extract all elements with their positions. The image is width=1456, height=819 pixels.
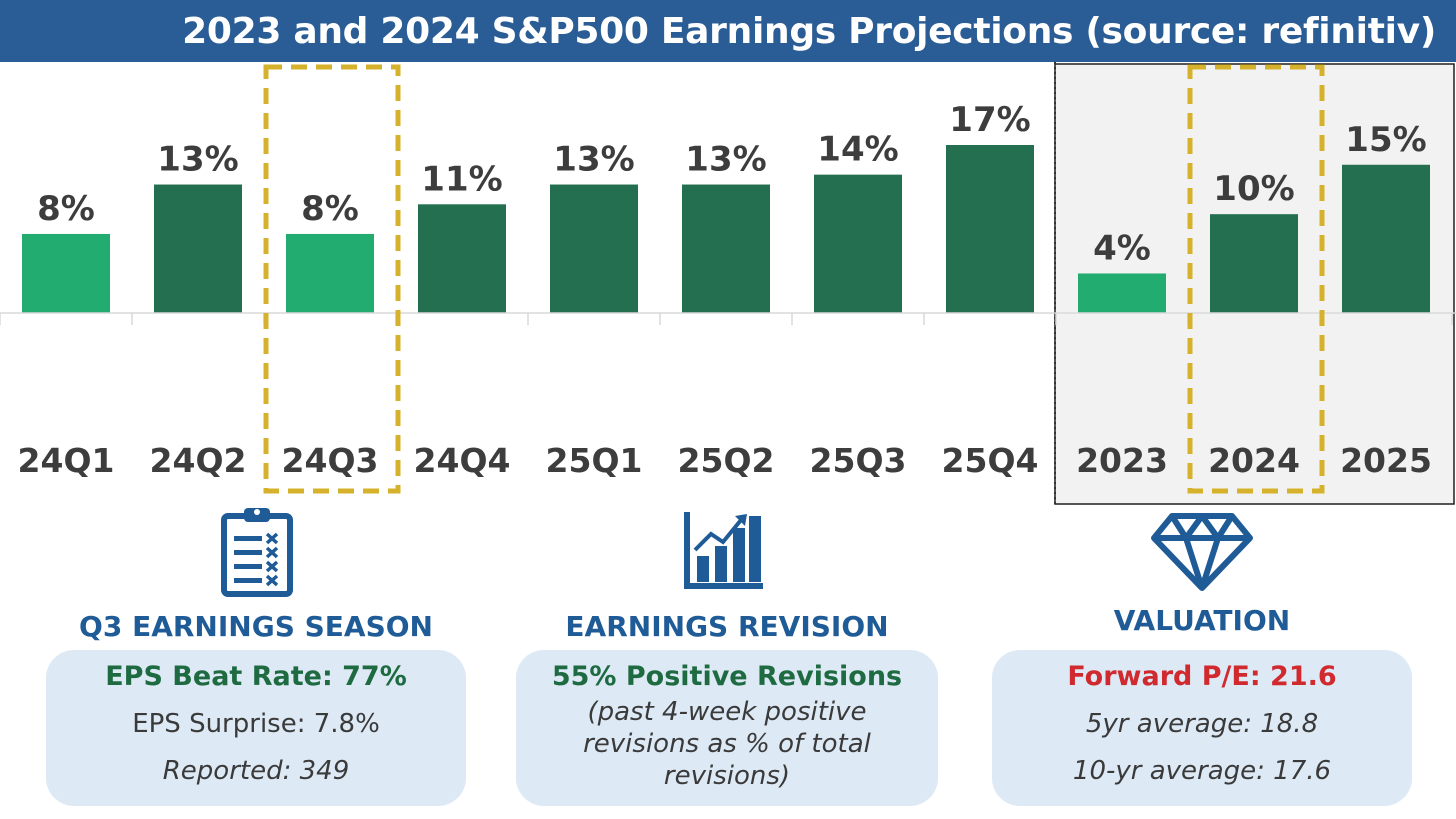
bar-2023 (1078, 273, 1166, 313)
eps-beat-rate: EPS Beat Rate: 77% (105, 661, 407, 692)
revision-note-line1: (past 4-week positive (587, 697, 867, 727)
revision-note-line2: revisions as % of total (583, 729, 871, 759)
value-label-24q4: 11% (421, 159, 502, 199)
page-title: 2023 and 2024 S&P500 Earnings Projection… (182, 11, 1436, 52)
highlight-box-24q3 (263, 64, 401, 494)
value-label-2025: 15% (1345, 120, 1426, 160)
value-label-2023: 4% (1093, 228, 1151, 268)
bar-25q2 (682, 184, 770, 313)
bar-25q1 (550, 184, 638, 313)
revision-note-line3: revisions) (663, 761, 791, 791)
value-label-24q3: 8% (301, 189, 359, 229)
highlight-layer (263, 64, 1325, 494)
category-label-2025: 2025 (1340, 441, 1432, 480)
ten-year-average: 10-yr average: 17.6 (1072, 756, 1332, 786)
diamond-icon (1151, 513, 1253, 591)
bar-2024 (1210, 214, 1298, 313)
earnings-growth-chart: 8% 24Q1 13% 24Q2 8% 24Q3 11% 24Q4 13% 25Q1 13% 25Q2… (0, 62, 1456, 505)
growth-chart-icon (684, 512, 763, 589)
bar-25q3 (814, 174, 902, 313)
value-label-25q3: 14% (817, 130, 898, 170)
bar-24q1 (22, 233, 110, 313)
category-label-25q2: 25Q2 (678, 441, 775, 480)
category-label-24q3: 24Q3 (282, 441, 379, 480)
category-label-2023: 2023 (1076, 441, 1168, 480)
category-label-25q4: 25Q4 (942, 441, 1039, 480)
bar-24q3 (286, 233, 374, 313)
value-label-25q1: 13% (553, 140, 634, 180)
reported-count: Reported: 349 (162, 756, 350, 786)
positive-revisions: 55% Positive Revisions (551, 661, 903, 692)
value-label-24q2: 13% (157, 140, 238, 180)
value-label-25q2: 13% (685, 140, 766, 180)
five-year-average: 5yr average: 18.8 (1085, 709, 1319, 739)
labels-layer: 8% 24Q1 13% 24Q2 8% 24Q3 11% 24Q4 13% 25Q1 13% 25Q2… (18, 100, 1432, 480)
bar-25q4 (946, 145, 1034, 313)
highlight-box-2024 (1187, 64, 1325, 494)
category-label-2024: 2024 (1208, 441, 1300, 480)
bars-layer (22, 145, 1430, 313)
clipboard-checklist-icon (221, 508, 293, 597)
category-label-25q1: 25Q1 (546, 441, 643, 480)
value-label-24q1: 8% (37, 189, 95, 229)
eps-surprise: EPS Surprise: 7.8% (132, 709, 380, 739)
category-label-25q3: 25Q3 (810, 441, 907, 480)
value-label-25q4: 17% (949, 100, 1030, 140)
value-label-2024: 10% (1213, 169, 1294, 209)
title-bar: 2023 and 2024 S&P500 Earnings Projection… (0, 0, 1456, 62)
section-title-q3: Q3 EARNINGS SEASON (79, 610, 433, 643)
bar-24q4 (418, 204, 506, 313)
section-title-valuation: VALUATION (1113, 604, 1291, 637)
bar-2025 (1342, 164, 1430, 313)
section-title-revision: EARNINGS REVISION (565, 610, 889, 643)
q3-earnings-panel: EPS Beat Rate: 77% EPS Surprise: 7.8% Re… (46, 650, 466, 806)
forward-pe: Forward P/E: 21.6 (1067, 661, 1337, 692)
category-label-24q2: 24Q2 (150, 441, 247, 480)
category-label-24q1: 24Q1 (18, 441, 115, 480)
category-label-24q4: 24Q4 (414, 441, 511, 480)
earnings-revision-panel: 55% Positive Revisions (past 4-week posi… (516, 650, 938, 806)
bar-24q2 (154, 184, 242, 313)
valuation-panel: Forward P/E: 21.6 5yr average: 18.8 10-y… (992, 650, 1412, 806)
